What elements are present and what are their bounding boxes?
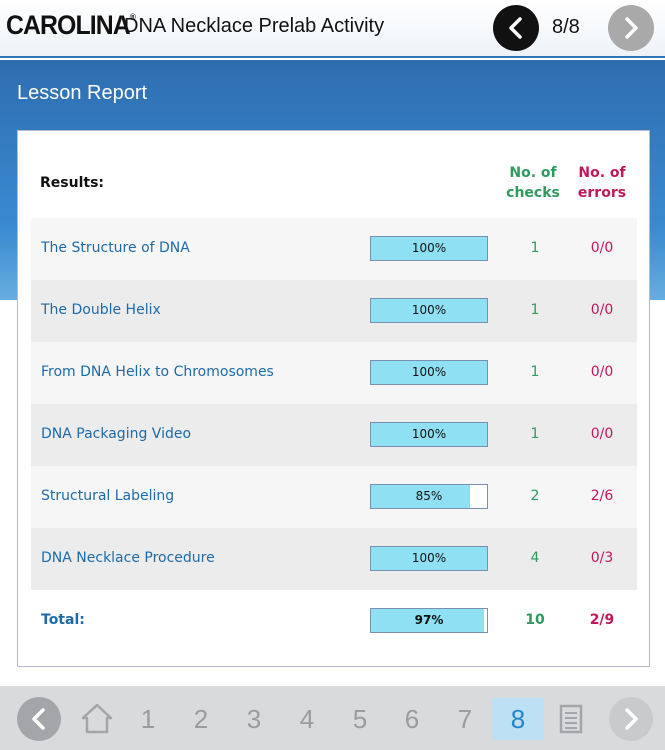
errors-count: 2/6 [590, 488, 614, 504]
home-icon[interactable] [80, 702, 114, 736]
report-row: From DNA Helix to Chromosomes 100% 1 0/0 [31, 342, 637, 404]
total-progress-bar: 97% [370, 608, 488, 633]
logo-registered-mark: ® [129, 12, 136, 22]
report-row: The Double Helix 100% 1 0/0 [31, 280, 637, 342]
total-errors-count: 2/9 [589, 612, 615, 628]
page-1-button[interactable]: 1 [140, 704, 156, 734]
app-title: DNA Necklace Prelab Activity [124, 15, 385, 37]
page-4-button[interactable]: 4 [299, 704, 315, 734]
row-label[interactable]: The Structure of DNA [41, 240, 190, 256]
report-list-icon[interactable] [559, 704, 583, 734]
page-3-button[interactable]: 3 [246, 704, 262, 734]
progress-text: 100% [411, 241, 447, 255]
progress-text: 100% [411, 365, 447, 379]
chevron-left-icon [509, 17, 522, 39]
checks-count: 2 [530, 488, 540, 504]
page-8-button[interactable]: 8 [492, 698, 544, 740]
progress-text: 100% [411, 303, 447, 317]
footer-navigation: 1 2 3 4 5 6 7 8 [0, 686, 665, 750]
report-row: DNA Packaging Video 100% 1 0/0 [31, 404, 637, 466]
checks-count: 1 [530, 426, 540, 442]
total-progress-text: 97% [414, 613, 444, 627]
checks-count: 1 [530, 364, 540, 380]
row-label[interactable]: The Double Helix [41, 302, 161, 318]
page-2-button[interactable]: 2 [193, 704, 209, 734]
progress-bar: 100% [370, 298, 488, 323]
total-progress-bar-fill [371, 609, 484, 632]
checks-column-header: No. of checks [498, 163, 568, 203]
next-page-button[interactable] [608, 5, 654, 51]
chevron-right-icon [625, 17, 638, 39]
lesson-report-heading: Lesson Report [17, 82, 148, 104]
previous-page-button[interactable] [493, 5, 539, 51]
errors-count: 0/0 [590, 302, 614, 318]
total-row: Total: 97% 10 2/9 [31, 590, 637, 652]
page-7-button[interactable]: 7 [457, 704, 473, 734]
progress-bar: 100% [370, 236, 488, 261]
progress-bar-fill [371, 423, 487, 446]
progress-bar-fill [371, 485, 470, 508]
progress-bar-fill [371, 299, 487, 322]
results-label: Results: [40, 175, 104, 191]
row-label[interactable]: From DNA Helix to Chromosomes [41, 364, 274, 380]
checks-count: 1 [530, 302, 540, 318]
progress-bar: 100% [370, 360, 488, 385]
errors-count: 0/3 [590, 550, 614, 566]
checks-header-line1: No. of [509, 165, 557, 181]
checks-count: 1 [530, 240, 540, 256]
report-row: DNA Necklace Procedure 100% 4 0/3 [31, 528, 637, 590]
report-row: Structural Labeling 85% 2 2/6 [31, 466, 637, 528]
progress-text: 100% [411, 551, 447, 565]
progress-bar: 100% [370, 422, 488, 447]
logo-text: CAROLINA [6, 10, 131, 40]
page-indicator: 8/8 [552, 16, 580, 38]
report-row: The Structure of DNA 100% 1 0/0 [31, 218, 637, 280]
page-6-button[interactable]: 6 [404, 704, 420, 734]
lesson-report-panel: Results: No. of checks No. of errors The… [17, 130, 650, 667]
progress-bar: 100% [370, 546, 488, 571]
progress-bar-fill [371, 547, 487, 570]
errors-header-line2: errors [577, 185, 627, 201]
row-label[interactable]: Structural Labeling [41, 488, 175, 504]
total-label: Total: [41, 612, 85, 628]
footer-next-button[interactable] [609, 697, 653, 741]
chevron-left-icon [32, 708, 45, 730]
checks-header-line2: checks [506, 185, 560, 201]
footer-previous-button[interactable] [17, 697, 61, 741]
app-header: CAROLINA® DNA Necklace Prelab Activity 8… [0, 0, 665, 58]
errors-count: 0/0 [590, 364, 614, 380]
progress-text: 85% [415, 489, 443, 503]
progress-text: 100% [411, 427, 447, 441]
carolina-logo: CAROLINA® [6, 10, 136, 41]
page-5-button[interactable]: 5 [352, 704, 368, 734]
chevron-right-icon [625, 708, 638, 730]
row-label[interactable]: DNA Necklace Procedure [41, 550, 215, 566]
row-label[interactable]: DNA Packaging Video [41, 426, 192, 442]
progress-bar: 85% [370, 484, 488, 509]
progress-bar-fill [371, 237, 487, 260]
checks-count: 4 [530, 550, 540, 566]
progress-bar-fill [371, 361, 487, 384]
total-checks-count: 10 [525, 612, 545, 628]
errors-header-line1: No. of [578, 165, 626, 181]
errors-count: 0/0 [590, 426, 614, 442]
errors-column-header: No. of errors [568, 163, 636, 203]
errors-count: 0/0 [590, 240, 614, 256]
